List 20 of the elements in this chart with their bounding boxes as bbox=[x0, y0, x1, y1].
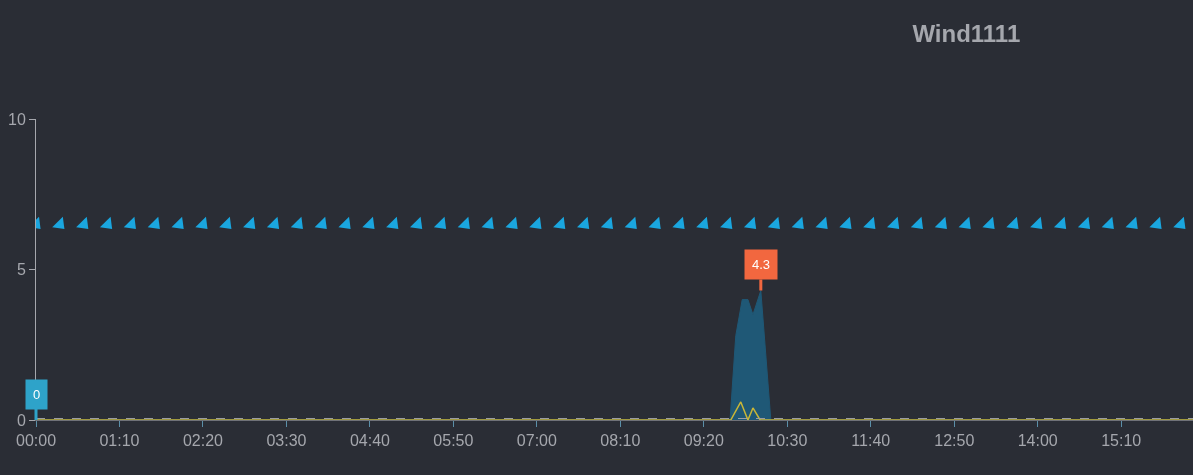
x-tick-label: 01:10 bbox=[99, 432, 140, 450]
y-tick-label: 10 bbox=[8, 110, 26, 128]
x-tick-label: 05:50 bbox=[433, 432, 474, 450]
x-tick-label: 00:00 bbox=[15, 432, 57, 450]
x-tick-label: 10:30 bbox=[767, 432, 808, 450]
x-tick-label: 09:20 bbox=[683, 432, 724, 450]
x-tick-label: 08:10 bbox=[600, 432, 641, 450]
x-tick-label: 03:30 bbox=[266, 432, 307, 450]
x-tick-label: 12:50 bbox=[934, 432, 975, 450]
chart-title: Wind1111 bbox=[912, 19, 1021, 47]
x-tick-label: 04:40 bbox=[349, 432, 391, 450]
y-tick-label: 5 bbox=[16, 261, 26, 279]
x-tick-label: 15:10 bbox=[1101, 432, 1142, 450]
x-tick-label: 07:00 bbox=[516, 432, 557, 450]
annotation: 0 bbox=[33, 387, 41, 402]
x-tick-label: 14:00 bbox=[1017, 432, 1058, 450]
x-tick-label: 11:40 bbox=[851, 432, 891, 450]
x-tick-label: 02:20 bbox=[182, 432, 224, 450]
annotation: 4.3 bbox=[752, 257, 771, 272]
y-tick-label: 0 bbox=[16, 411, 26, 429]
